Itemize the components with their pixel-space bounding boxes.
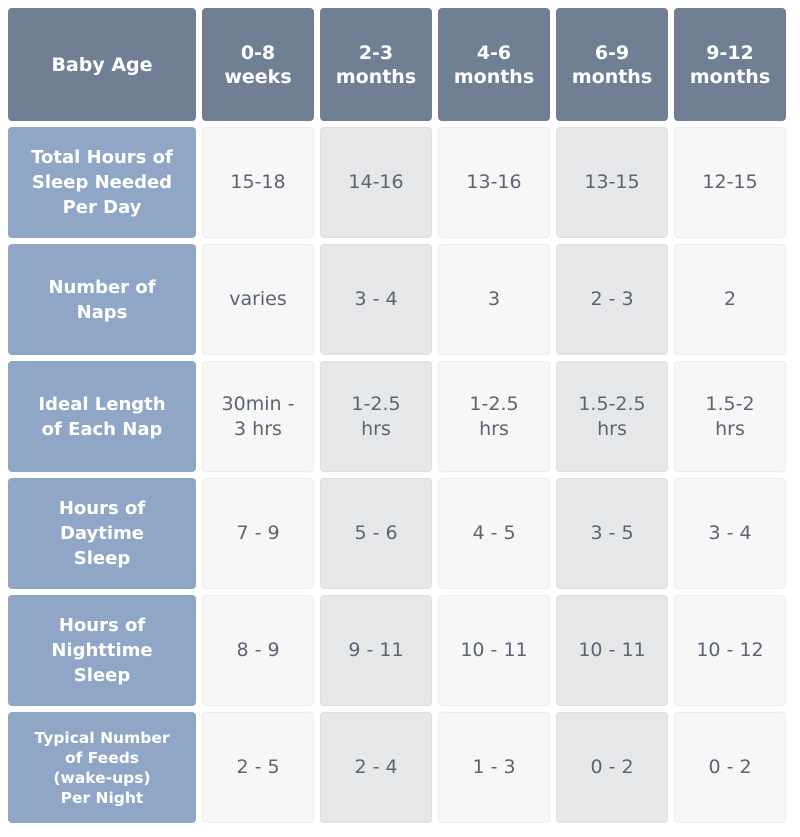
table-cell: 3 - 4 [320,244,432,355]
header-baby-age: Baby Age [8,8,196,121]
table-cell: 0 - 2 [556,712,668,823]
table-cell: 12-15 [674,127,786,238]
table-cell: 1 - 3 [438,712,550,823]
table-cell: 2 - 4 [320,712,432,823]
table-cell: 1.5-2.5 hrs [556,361,668,472]
row-label-number-of-naps: Number of Naps [8,244,196,355]
table-cell: 2 - 5 [202,712,314,823]
table-cell: 5 - 6 [320,478,432,589]
row-label-feeds-per-night: Typical Number of Feeds (wake-ups) Per N… [8,712,196,823]
table-cell: 3 - 4 [674,478,786,589]
table-cell: varies [202,244,314,355]
table-cell: 0 - 2 [674,712,786,823]
table-cell: 10 - 11 [556,595,668,706]
row-label-daytime-sleep: Hours of Daytime Sleep [8,478,196,589]
table-cell: 3 [438,244,550,355]
row-label-nighttime-sleep: Hours of Nighttime Sleep [8,595,196,706]
row-label-ideal-nap-length: Ideal Length of Each Nap [8,361,196,472]
header-age-col-1: 0-8 weeks [202,8,314,121]
table-cell: 10 - 11 [438,595,550,706]
table-cell: 7 - 9 [202,478,314,589]
table-cell: 13-15 [556,127,668,238]
table-cell: 15-18 [202,127,314,238]
table-cell: 14-16 [320,127,432,238]
header-age-col-4: 6-9 months [556,8,668,121]
table-cell: 9 - 11 [320,595,432,706]
table-cell: 1-2.5 hrs [438,361,550,472]
table-cell: 30min - 3 hrs [202,361,314,472]
header-age-col-2: 2-3 months [320,8,432,121]
table-cell: 2 - 3 [556,244,668,355]
header-age-col-5: 9-12 months [674,8,786,121]
table-cell: 10 - 12 [674,595,786,706]
table-cell: 2 [674,244,786,355]
table-cell: 4 - 5 [438,478,550,589]
header-age-col-3: 4-6 months [438,8,550,121]
table-cell: 13-16 [438,127,550,238]
table-cell: 8 - 9 [202,595,314,706]
table-cell: 1.5-2 hrs [674,361,786,472]
table-cell: 1-2.5 hrs [320,361,432,472]
row-label-total-sleep: Total Hours of Sleep Needed Per Day [8,127,196,238]
table-cell: 3 - 5 [556,478,668,589]
